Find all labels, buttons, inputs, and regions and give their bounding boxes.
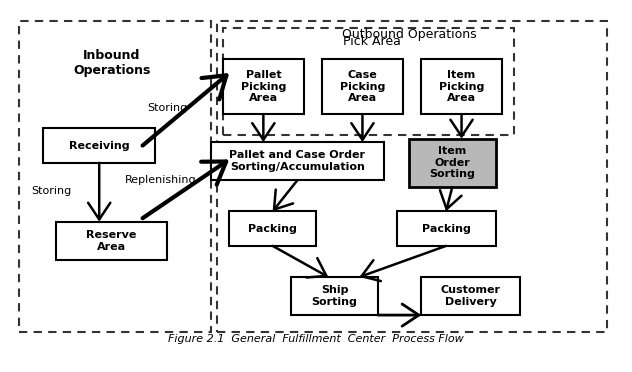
FancyBboxPatch shape — [422, 59, 502, 115]
Text: Case
Picking
Area: Case Picking Area — [340, 70, 385, 103]
Text: Item
Order
Sorting: Item Order Sorting — [429, 146, 475, 179]
FancyBboxPatch shape — [422, 277, 520, 315]
Text: Pallet and Case Order
Sorting/Accumulation: Pallet and Case Order Sorting/Accumulati… — [229, 150, 365, 172]
Text: Inbound
Operations: Inbound Operations — [73, 49, 150, 77]
FancyBboxPatch shape — [322, 59, 403, 115]
Bar — [223, 28, 514, 135]
Text: Reserve
Area: Reserve Area — [87, 230, 137, 251]
Text: Pallet
Picking
Area: Pallet Picking Area — [241, 70, 286, 103]
Text: Ship
Sorting: Ship Sorting — [312, 285, 358, 307]
FancyBboxPatch shape — [210, 142, 384, 180]
Text: Pick Area: Pick Area — [343, 35, 401, 48]
Text: Storing: Storing — [147, 103, 188, 112]
Text: Packing: Packing — [248, 224, 297, 234]
FancyBboxPatch shape — [396, 211, 495, 246]
Text: Receiving: Receiving — [69, 141, 130, 151]
Text: Storing: Storing — [31, 186, 71, 196]
FancyBboxPatch shape — [409, 139, 495, 187]
Text: Figure 2.1  General  Fulfillment  Center  Process Flow: Figure 2.1 General Fulfillment Center Pr… — [168, 334, 464, 344]
Text: Packing: Packing — [422, 224, 470, 234]
FancyBboxPatch shape — [56, 222, 167, 260]
FancyBboxPatch shape — [223, 59, 303, 115]
FancyBboxPatch shape — [229, 211, 316, 246]
Text: Item
Picking
Area: Item Picking Area — [439, 70, 484, 103]
FancyBboxPatch shape — [44, 128, 155, 163]
Text: Customer
Delivery: Customer Delivery — [441, 285, 501, 307]
FancyBboxPatch shape — [291, 277, 378, 315]
Bar — [217, 21, 607, 333]
Text: Replenishing: Replenishing — [125, 175, 197, 185]
Text: Outbound Operations: Outbound Operations — [341, 28, 477, 41]
Bar — [19, 21, 210, 333]
